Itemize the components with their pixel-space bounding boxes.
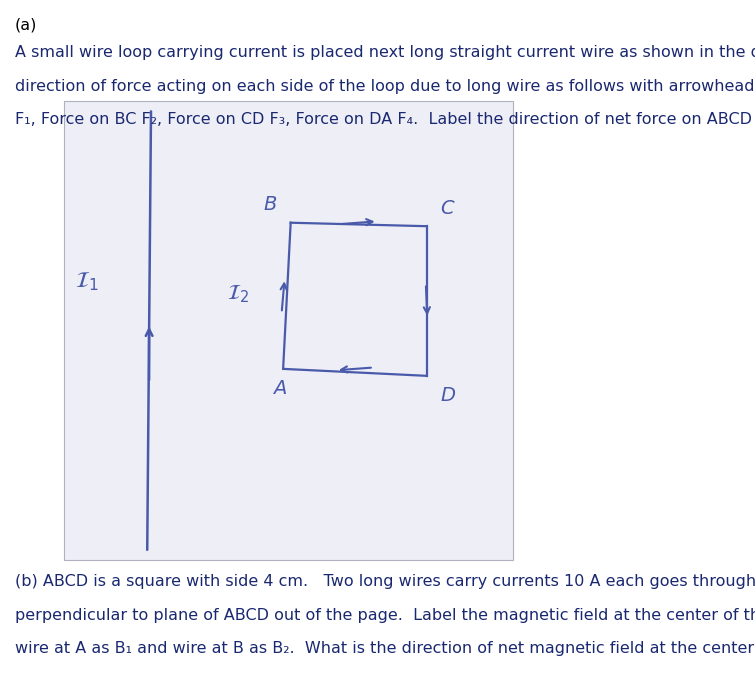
Text: A: A <box>273 379 286 398</box>
Text: (a): (a) <box>15 17 38 33</box>
Bar <box>64 101 513 560</box>
Text: C: C <box>440 199 454 218</box>
Text: $\mathcal{I}_1$: $\mathcal{I}_1$ <box>76 271 98 293</box>
Text: direction of force acting on each side of the loop due to long wire as follows w: direction of force acting on each side o… <box>15 79 755 94</box>
Text: F₁, Force on BC F₂, Force on CD F₃, Force on DA F₄.  Label the direction of net : F₁, Force on BC F₂, Force on CD F₃, Forc… <box>15 112 755 127</box>
Text: B: B <box>263 196 277 214</box>
Text: perpendicular to plane of ABCD out of the page.  Label the magnetic field at the: perpendicular to plane of ABCD out of th… <box>15 608 755 623</box>
Text: D: D <box>440 386 455 405</box>
Text: wire at A as B₁ and wire at B as B₂.  What is the direction of net magnetic fiel: wire at A as B₁ and wire at B as B₂. Wha… <box>15 641 755 656</box>
Text: (b) ABCD is a square with side 4 cm.   Two long wires carry currents 10 A each g: (b) ABCD is a square with side 4 cm. Two… <box>15 574 755 590</box>
Text: $\mathcal{I}_2$: $\mathcal{I}_2$ <box>226 283 249 305</box>
Text: A small wire loop carrying current is placed next long straight current wire as : A small wire loop carrying current is pl… <box>15 45 755 61</box>
